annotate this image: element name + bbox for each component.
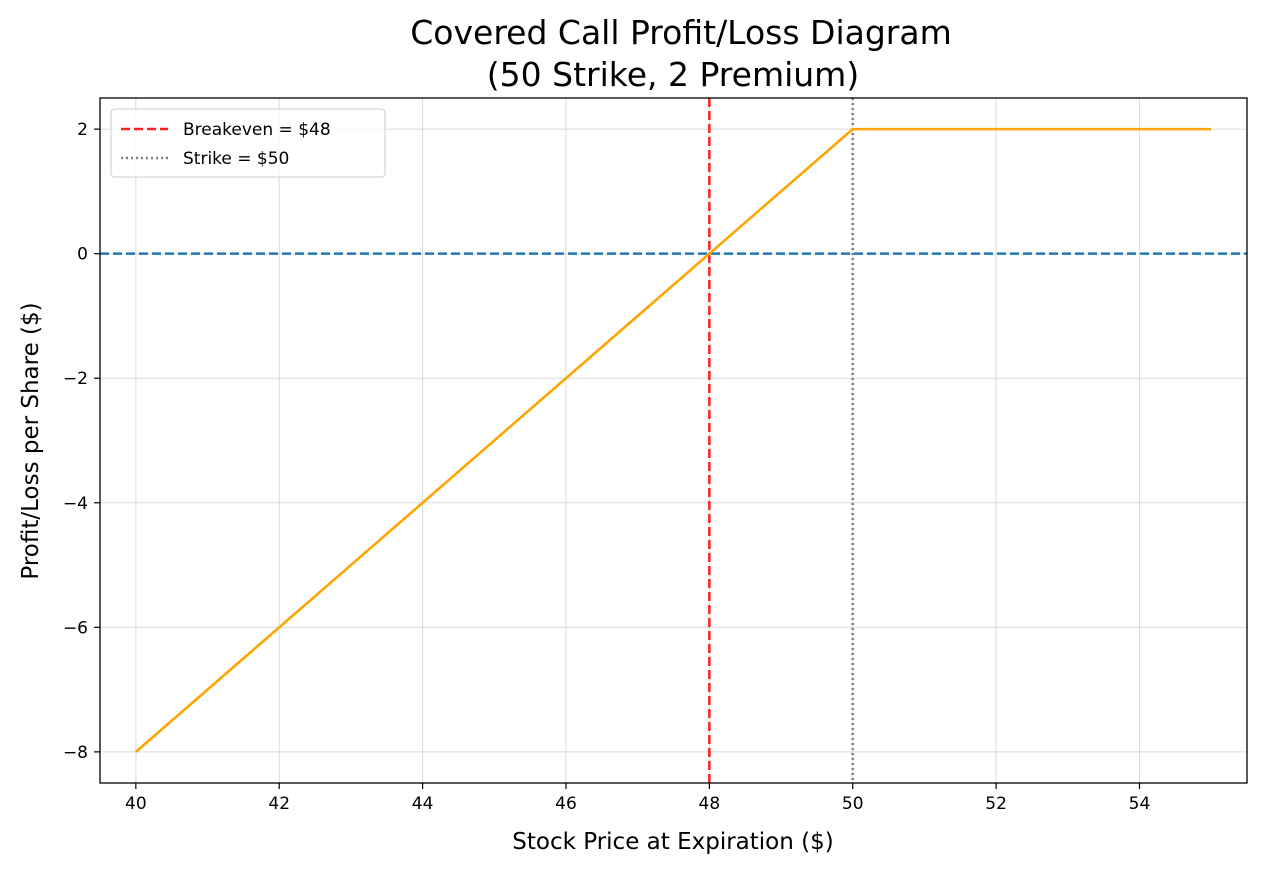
x-tick-label: 48 xyxy=(699,794,721,814)
legend-strike-label: Strike = $50 xyxy=(183,149,289,169)
y-tick-label: 2 xyxy=(77,120,88,140)
legend-box xyxy=(110,108,386,178)
x-tick-label: 46 xyxy=(555,794,577,814)
series-lines xyxy=(134,127,1212,753)
x-tick-label: 40 xyxy=(125,794,147,814)
x-tick-label: 50 xyxy=(842,794,864,814)
x-tick-label: 54 xyxy=(1129,794,1151,814)
x-axis-label: Stock Price at Expiration ($) xyxy=(512,829,833,855)
y-tick-label: −2 xyxy=(63,369,88,389)
profit-loss-line xyxy=(134,127,1212,753)
axis-ticks: 40 42 44 46 48 50 52 54 −8 −6 −4 −2 0 2 xyxy=(63,120,1150,814)
chart-title-line-2: (50 Strike, 2 Premium) xyxy=(487,55,859,94)
y-tick-label: −6 xyxy=(63,618,88,638)
grid-lines xyxy=(100,98,1247,783)
x-tick-label: 44 xyxy=(412,794,434,814)
chart-title-line-1: Covered Call Profit/Loss Diagram xyxy=(410,13,952,52)
x-tick-label: 52 xyxy=(985,794,1007,814)
reference-lines xyxy=(100,98,1247,783)
y-axis-label: Profit/Loss per Share ($) xyxy=(18,302,44,579)
legend-breakeven-label: Breakeven = $48 xyxy=(183,120,331,140)
plot-area-frame xyxy=(99,97,1248,784)
y-tick-label: −4 xyxy=(63,494,88,514)
y-tick-label: −8 xyxy=(63,743,88,763)
x-tick-label: 42 xyxy=(268,794,290,814)
legend: Breakeven = $48 Strike = $50 xyxy=(110,108,386,178)
y-tick-label: 0 xyxy=(77,245,88,265)
